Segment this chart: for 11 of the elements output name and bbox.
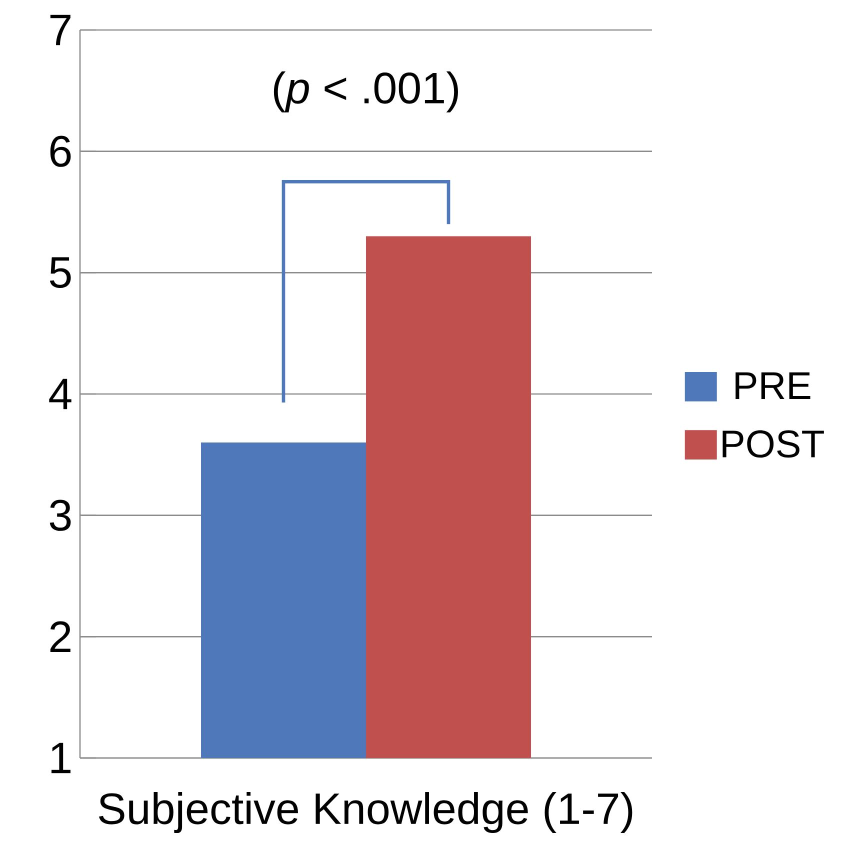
y-tick-label: 5	[50, 257, 71, 288]
legend-label: POST	[722, 430, 824, 458]
legend-label: PRE	[736, 372, 810, 399]
y-tick-label: 1	[52, 742, 70, 774]
y-tick-label: 3	[50, 500, 71, 531]
y-tick-label: 7	[50, 14, 70, 46]
y-tick-label: 2	[50, 621, 70, 652]
y-tick-label: 6	[50, 136, 71, 167]
x-tick-label: Subjective Knowledge (1-7)	[98, 792, 632, 834]
y-tick-label: 4	[49, 378, 72, 410]
annotation: (p < .001)	[274, 71, 458, 112]
